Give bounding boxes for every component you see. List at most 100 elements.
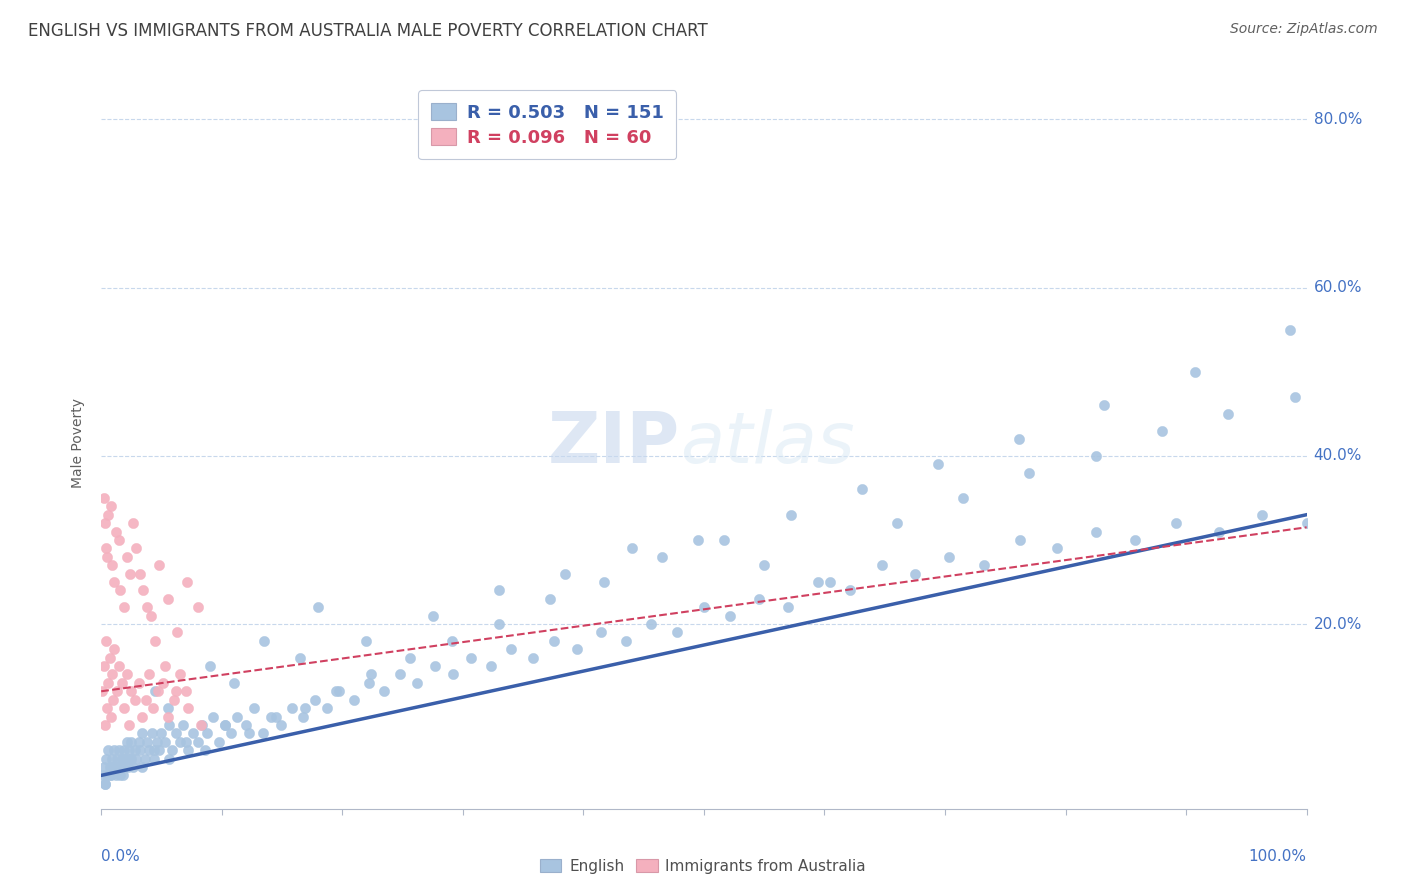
Point (693, 600, 716, 615)
Point (748, 591, 770, 606)
Point (145, 735, 167, 749)
Point (187, 600, 209, 615)
Point (838, 583, 860, 598)
Point (1046, 541, 1069, 556)
Point (221, 726, 243, 740)
Point (488, 583, 510, 598)
Point (294, 701, 316, 715)
Point (128, 743, 150, 757)
Point (118, 743, 141, 757)
Point (1208, 524, 1230, 539)
Text: Source: ZipAtlas.com: Source: ZipAtlas.com (1230, 22, 1378, 37)
Point (522, 650, 544, 665)
Point (104, 760, 127, 774)
Point (111, 768, 134, 782)
Point (406, 676, 429, 690)
Text: 60.0%: 60.0% (1313, 280, 1362, 295)
Point (97, 508, 120, 522)
Point (620, 541, 643, 556)
Point (107, 760, 129, 774)
Point (105, 751, 128, 765)
Point (214, 718, 236, 732)
Point (150, 726, 173, 740)
Point (872, 558, 894, 573)
Point (1184, 365, 1206, 379)
Point (807, 574, 830, 589)
Point (136, 600, 159, 615)
Point (120, 566, 142, 581)
Point (440, 633, 463, 648)
Point (264, 709, 287, 723)
Point (148, 558, 170, 573)
Point (187, 735, 209, 749)
Point (120, 735, 142, 749)
Point (591, 625, 613, 640)
Point (117, 760, 139, 774)
Point (651, 549, 673, 564)
Point (1166, 516, 1188, 530)
Point (1125, 533, 1147, 547)
Point (198, 659, 221, 673)
Point (208, 735, 231, 749)
Point (105, 684, 128, 698)
Point (104, 768, 127, 782)
Point (389, 667, 412, 681)
Point (181, 726, 204, 740)
Point (128, 676, 150, 690)
Point (115, 549, 138, 564)
Point (94, 516, 117, 530)
Point (110, 768, 132, 782)
Point (190, 718, 212, 732)
Point (96, 549, 118, 564)
Point (307, 600, 329, 615)
Point (100, 709, 122, 723)
Point (177, 743, 200, 757)
Point (357, 676, 380, 690)
Point (103, 760, 125, 774)
Legend: R = 0.503   N = 151, R = 0.096   N = 60: R = 0.503 N = 151, R = 0.096 N = 60 (418, 90, 676, 160)
Point (121, 516, 143, 530)
Point (118, 718, 141, 732)
Point (614, 633, 637, 648)
Point (202, 709, 225, 723)
Point (174, 684, 197, 698)
Point (222, 676, 245, 690)
Point (145, 684, 167, 698)
Point (121, 760, 143, 774)
Point (1251, 508, 1274, 522)
Point (398, 650, 420, 665)
Point (104, 524, 127, 539)
Point (103, 692, 125, 706)
Text: 100.0%: 100.0% (1249, 849, 1306, 864)
Point (952, 491, 974, 505)
Point (567, 642, 589, 657)
Point (111, 751, 134, 765)
Point (128, 566, 150, 581)
Point (1150, 424, 1173, 438)
Point (238, 726, 260, 740)
Point (360, 667, 382, 681)
Point (886, 516, 908, 530)
Point (1007, 432, 1029, 446)
Point (1084, 524, 1107, 539)
Point (101, 558, 124, 573)
Point (260, 709, 283, 723)
Point (115, 735, 138, 749)
Point (91, 768, 114, 782)
Point (304, 692, 326, 706)
Point (94, 633, 117, 648)
Point (713, 533, 735, 547)
Point (1084, 449, 1107, 463)
Point (778, 600, 800, 615)
Point (153, 659, 176, 673)
Point (479, 659, 502, 673)
Point (441, 667, 464, 681)
Point (96, 701, 118, 715)
Point (110, 583, 132, 598)
Point (138, 743, 160, 757)
Point (135, 692, 157, 706)
Point (1092, 398, 1115, 412)
Point (124, 743, 146, 757)
Point (172, 718, 194, 732)
Point (124, 692, 146, 706)
